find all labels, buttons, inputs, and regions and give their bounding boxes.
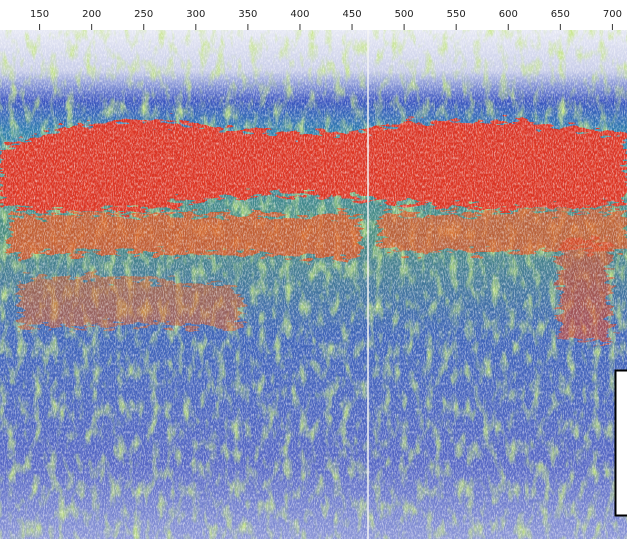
x-tick-label: 400 — [290, 9, 309, 20]
x-tick-label: 350 — [238, 9, 257, 20]
x-tick-label: 250 — [134, 9, 153, 20]
x-tick-label: 200 — [82, 9, 101, 20]
overlay-box — [614, 369, 627, 517]
x-tick-label: 700 — [603, 9, 622, 20]
x-tick-label: 150 — [30, 9, 49, 20]
x-tick-label: 550 — [447, 9, 466, 20]
x-tick-label: 300 — [186, 9, 205, 20]
speckle-noise — [0, 30, 627, 539]
x-tick-label: 650 — [551, 9, 570, 20]
x-tick-label: 500 — [395, 9, 414, 20]
x-tick-label: 450 — [342, 9, 361, 20]
x-tick-label: 600 — [499, 9, 518, 20]
ruler — [0, 0, 627, 30]
